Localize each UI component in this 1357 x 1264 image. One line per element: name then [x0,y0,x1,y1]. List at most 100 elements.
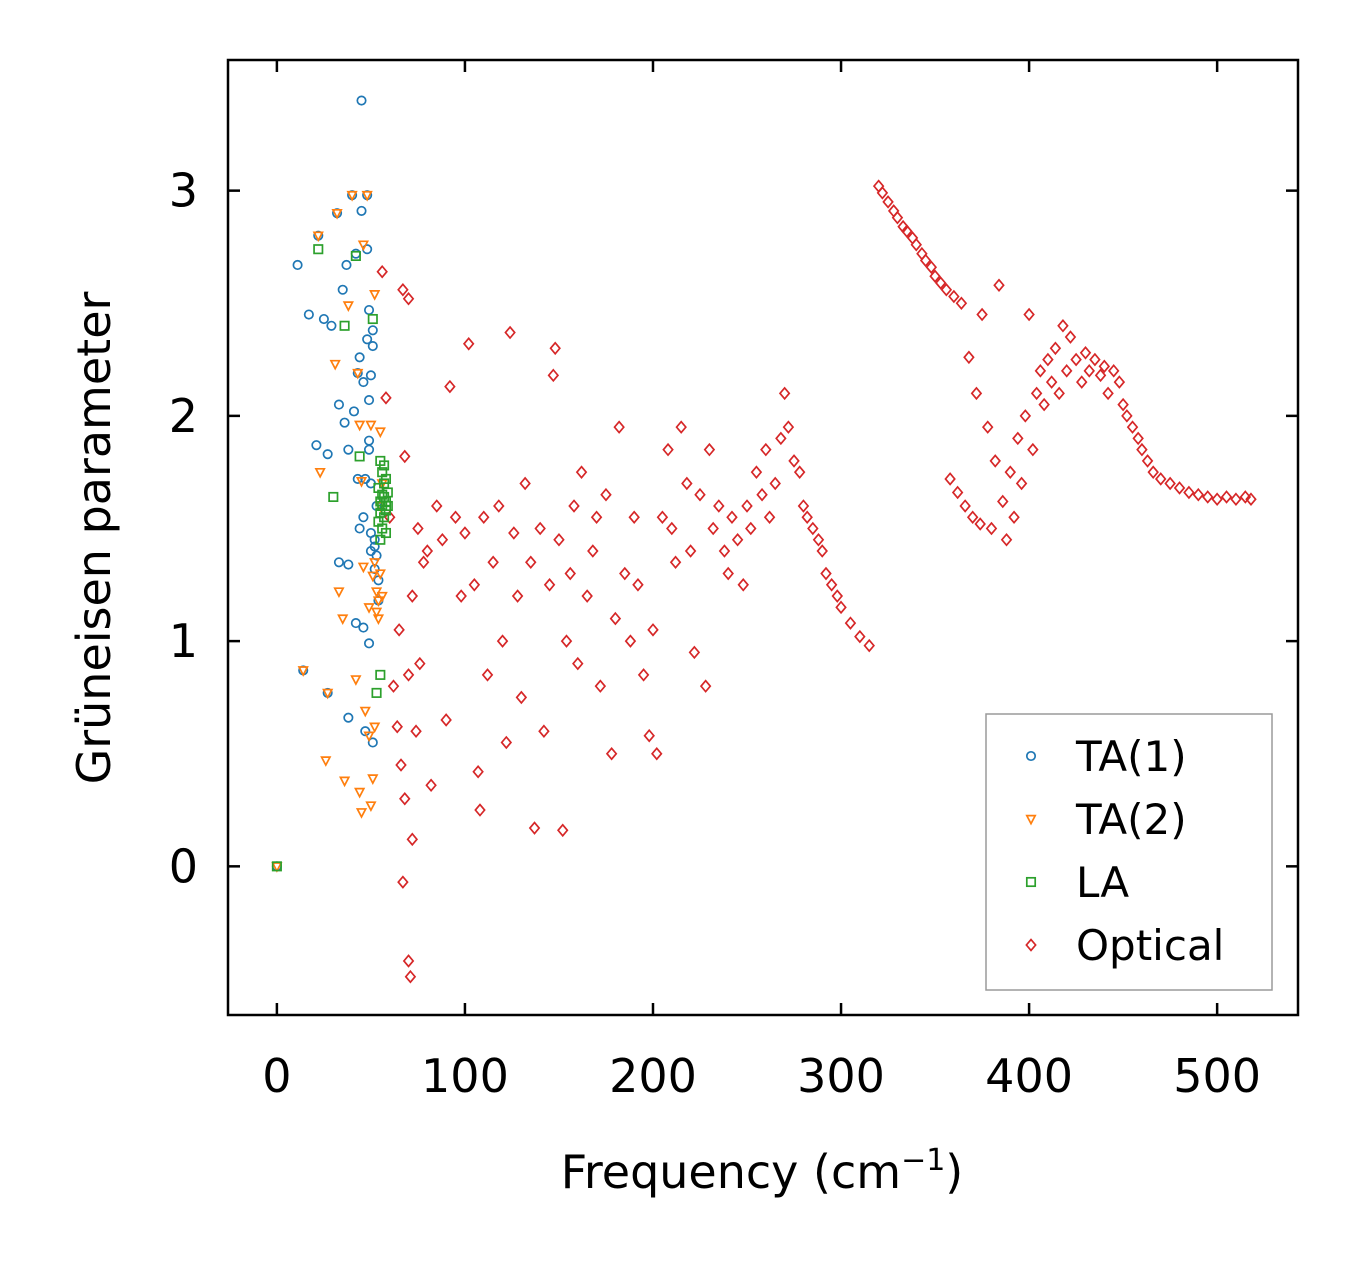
data-point [496,634,509,648]
data-point [511,589,524,603]
data-point [360,726,371,737]
data-point [528,821,541,835]
data-point [404,969,417,984]
data-point [955,296,968,311]
data-point [346,190,358,202]
x-axis-label: Frequency (cm−1) [561,1143,964,1199]
data-point [374,569,386,580]
x-tick-label: 500 [1173,1049,1261,1103]
data-point [788,454,800,468]
data-point [801,510,813,525]
data-point [406,832,419,847]
data-point [556,823,569,838]
data-point [500,735,513,750]
data-point [365,370,376,381]
data-point [478,510,490,525]
data-point [731,532,744,547]
data-point [1121,409,1133,423]
data-point [763,510,776,525]
data-point [493,499,505,513]
data-point [901,224,913,238]
x-axis-label-main: Frequency (cm [561,1145,901,1199]
scatter-points [271,95,1257,984]
data-point [352,368,364,380]
series-optical [376,179,1257,984]
data-point [397,875,409,889]
data-point [367,313,378,325]
data-point [393,623,405,637]
x-tick-label: 0 [262,1049,291,1103]
data-point [357,562,370,574]
data-point [948,289,960,304]
data-point [444,379,456,394]
data-point [367,340,378,352]
data-point [333,399,344,410]
data-point [387,679,400,693]
data-point [481,668,494,682]
data-point [369,558,381,569]
data-point [372,596,385,608]
data-point [609,611,622,626]
data-point [508,526,520,540]
data-point [320,756,332,767]
data-point [1136,442,1148,457]
data-point [379,512,390,523]
data-point [338,776,351,788]
data-point [1023,307,1035,322]
y-tick-label: 2 [169,389,198,443]
data-point [662,442,674,457]
data-point [363,395,375,406]
data-point [357,240,370,252]
data-point [816,544,828,558]
data-point [358,512,369,523]
data-point [1113,375,1126,389]
data-point [356,95,367,106]
x-axis-label-superscript: −1 [901,1143,945,1178]
data-point [1030,386,1043,401]
data-point [380,527,392,539]
legend-marker [1025,938,1037,952]
y-axis-label: Grüneisen parameter [67,291,121,784]
data-point [425,778,437,793]
data-point [722,566,734,581]
data-point [1183,485,1195,500]
data-point [863,638,875,653]
data-point [399,791,411,806]
data-point [1034,364,1047,378]
data-point [1089,352,1101,367]
data-point [367,737,378,748]
data-point [406,589,419,603]
data-point [560,634,573,648]
data-point [352,473,363,484]
data-point [782,420,795,434]
data-point [985,521,998,536]
data-point [339,320,350,331]
data-point [997,494,1009,509]
data-point [534,521,546,536]
data-point [1083,364,1095,378]
data-point [487,555,499,570]
data-point [713,499,725,513]
data-point [1064,330,1077,344]
legend-label: Optical [1076,921,1224,970]
data-point [355,476,368,488]
data-point [769,476,781,491]
data-point [358,377,369,388]
data-point [474,803,486,817]
data-point [449,510,462,525]
data-point [538,724,550,738]
data-point [820,566,832,581]
data-point [1049,341,1062,356]
data-point [1000,532,1013,547]
data-point [399,449,411,464]
data-point [356,205,367,216]
data-point [1107,364,1120,378]
data-point [342,301,354,312]
data-point [417,555,430,570]
legend-entry: TA(2) [1025,795,1187,844]
data-point [350,250,361,262]
data-point [831,589,844,603]
data-point [525,555,537,570]
data-point [369,541,380,552]
